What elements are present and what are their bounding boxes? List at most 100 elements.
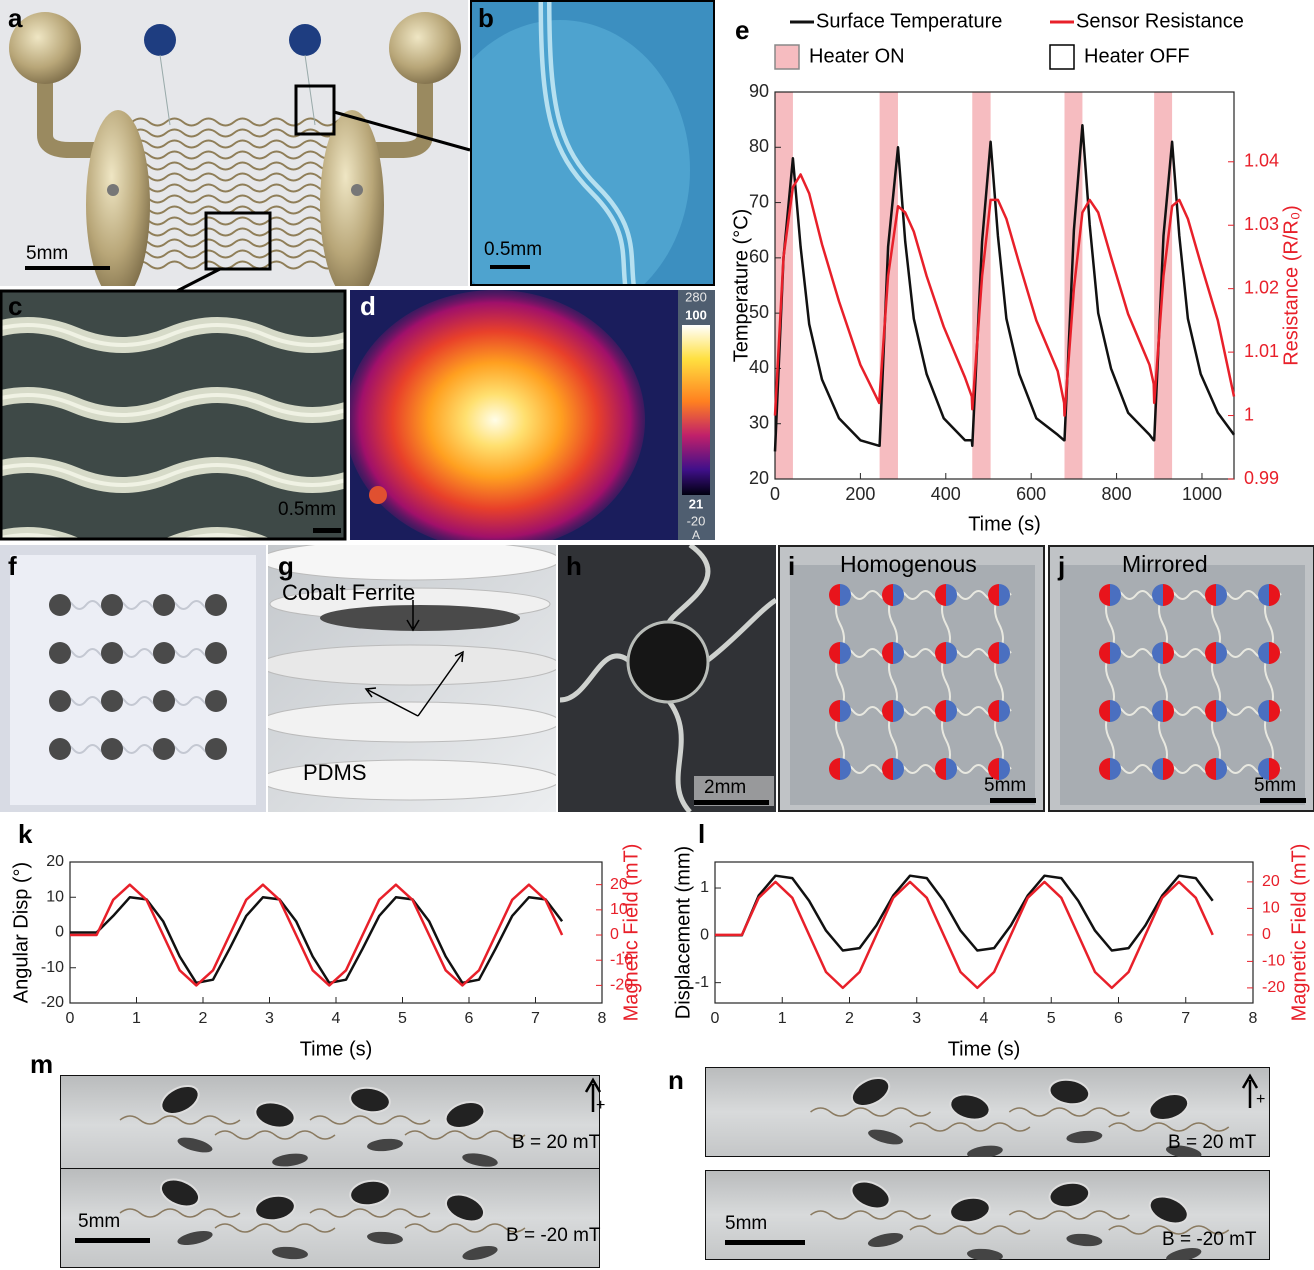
x-tick-label: 600 bbox=[1016, 484, 1046, 504]
disk bbox=[153, 594, 175, 616]
photo bbox=[558, 545, 776, 812]
x-tick-label: 3 bbox=[912, 1010, 921, 1027]
photo bbox=[778, 545, 1045, 812]
photo-bg bbox=[60, 1168, 600, 1268]
x-tick-label: 2 bbox=[845, 1010, 854, 1027]
y-tick-label: 70 bbox=[749, 191, 769, 211]
field-label: B = 20 mT bbox=[1168, 1132, 1257, 1153]
y-tick-label: 0 bbox=[55, 924, 64, 941]
photo bbox=[430, 0, 715, 320]
colorbar-label: -20 bbox=[687, 513, 706, 528]
y-tick-label: 20 bbox=[46, 853, 64, 870]
scale-bar bbox=[25, 266, 110, 270]
disk bbox=[49, 642, 71, 664]
photo bbox=[60, 1075, 600, 1175]
heater-band bbox=[775, 92, 793, 479]
page: a 5mm b 0.5mm c 0.5mm d 280 100 21 -20 A… bbox=[0, 0, 1314, 1270]
scale-label: 0.5mm bbox=[278, 499, 336, 520]
y-tick-label: 80 bbox=[749, 136, 769, 156]
dye bbox=[289, 24, 321, 56]
disk bbox=[205, 642, 227, 664]
legend-swatch bbox=[1050, 45, 1074, 69]
colorbar-label: 21 bbox=[689, 496, 703, 511]
y2-axis-label: Magnetic Field (mT) bbox=[1288, 844, 1310, 1022]
legend-label: Heater OFF bbox=[1084, 45, 1190, 67]
y-tick-label: 0 bbox=[700, 927, 709, 944]
x-tick-label: 7 bbox=[1181, 1010, 1190, 1027]
y2-tick-label: 20 bbox=[1262, 873, 1280, 890]
y2-tick-label: 0 bbox=[1262, 926, 1271, 943]
y2-tick-label: 1.04 bbox=[1244, 151, 1279, 171]
field-label: B = -20 mT bbox=[1162, 1229, 1257, 1250]
dye bbox=[144, 24, 176, 56]
x-tick-label: 8 bbox=[1249, 1010, 1258, 1027]
x-tick-label: 0 bbox=[770, 484, 780, 504]
glow bbox=[430, 20, 690, 320]
y2-axis-label: Magnetic Field (mT) bbox=[620, 844, 642, 1022]
disk bbox=[101, 738, 123, 760]
scale-label: 5mm bbox=[984, 775, 1026, 796]
pdms-disk bbox=[260, 645, 560, 685]
scale-bar bbox=[1260, 798, 1306, 803]
body bbox=[320, 110, 384, 300]
series-line bbox=[715, 876, 1213, 951]
x-tick-label: 7 bbox=[531, 1010, 540, 1027]
disk bbox=[153, 738, 175, 760]
photo bbox=[60, 1168, 600, 1268]
pdms-disk bbox=[260, 702, 560, 742]
scale-bar bbox=[313, 528, 341, 533]
x-tick-label: 0 bbox=[711, 1010, 720, 1027]
photo bbox=[0, 0, 468, 300]
y-tick-label: 20 bbox=[749, 468, 769, 488]
panel-label: d bbox=[360, 291, 376, 321]
legend-label: Surface Temperature bbox=[816, 10, 1002, 32]
heat bbox=[345, 290, 645, 550]
y-tick-label: 1 bbox=[700, 879, 709, 896]
pad-dot bbox=[351, 184, 363, 196]
panel-label: k bbox=[18, 819, 33, 849]
y2-tick-label: 0.99 bbox=[1244, 468, 1279, 488]
heater-band bbox=[880, 92, 898, 479]
disk bbox=[205, 738, 227, 760]
colorbar-label: 280 bbox=[685, 289, 707, 304]
x-tick-label: 400 bbox=[931, 484, 961, 504]
panel-label: e bbox=[735, 15, 749, 45]
panel-label: f bbox=[8, 551, 17, 581]
sign: + bbox=[1256, 1091, 1265, 1108]
scale-label: 0.5mm bbox=[484, 239, 542, 260]
x-axis-label: Time (s) bbox=[968, 513, 1041, 535]
disk bbox=[205, 690, 227, 712]
x-tick-label: 1 bbox=[132, 1010, 141, 1027]
y2-tick-label: 1.02 bbox=[1244, 277, 1279, 297]
panel-label: l bbox=[698, 819, 705, 849]
series-line bbox=[70, 897, 562, 983]
scale-bar bbox=[75, 1238, 150, 1243]
x-tick-label: 8 bbox=[598, 1010, 607, 1027]
y2-tick-label: -10 bbox=[1262, 953, 1285, 970]
pad-dot bbox=[107, 184, 119, 196]
field-label: B = -20 mT bbox=[506, 1225, 601, 1246]
photo-layer bbox=[0, 0, 1314, 1268]
legend-label: Heater ON bbox=[809, 45, 905, 67]
photo bbox=[705, 1170, 1270, 1265]
disk bbox=[153, 642, 175, 664]
photo bbox=[1048, 545, 1314, 812]
panel-label: n bbox=[668, 1065, 684, 1095]
colorbar-label: A bbox=[692, 528, 700, 542]
x-tick-label: 6 bbox=[1114, 1010, 1123, 1027]
y-tick-label: 90 bbox=[749, 81, 769, 101]
colorbar bbox=[682, 325, 710, 495]
x-axis-label: Time (s) bbox=[948, 1038, 1021, 1060]
panel-label: b bbox=[478, 3, 494, 33]
y2-tick-label: 0 bbox=[610, 926, 619, 943]
scale-bar bbox=[990, 798, 1036, 803]
disk bbox=[101, 594, 123, 616]
legend-swatch bbox=[775, 45, 799, 69]
scale-bar bbox=[694, 800, 769, 805]
scale-label: 5mm bbox=[1254, 775, 1296, 796]
panel-title: Mirrored bbox=[1122, 551, 1208, 577]
photo bbox=[0, 545, 266, 812]
disk bbox=[101, 690, 123, 712]
panel-label: h bbox=[566, 551, 582, 581]
x-tick-label: 2 bbox=[199, 1010, 208, 1027]
